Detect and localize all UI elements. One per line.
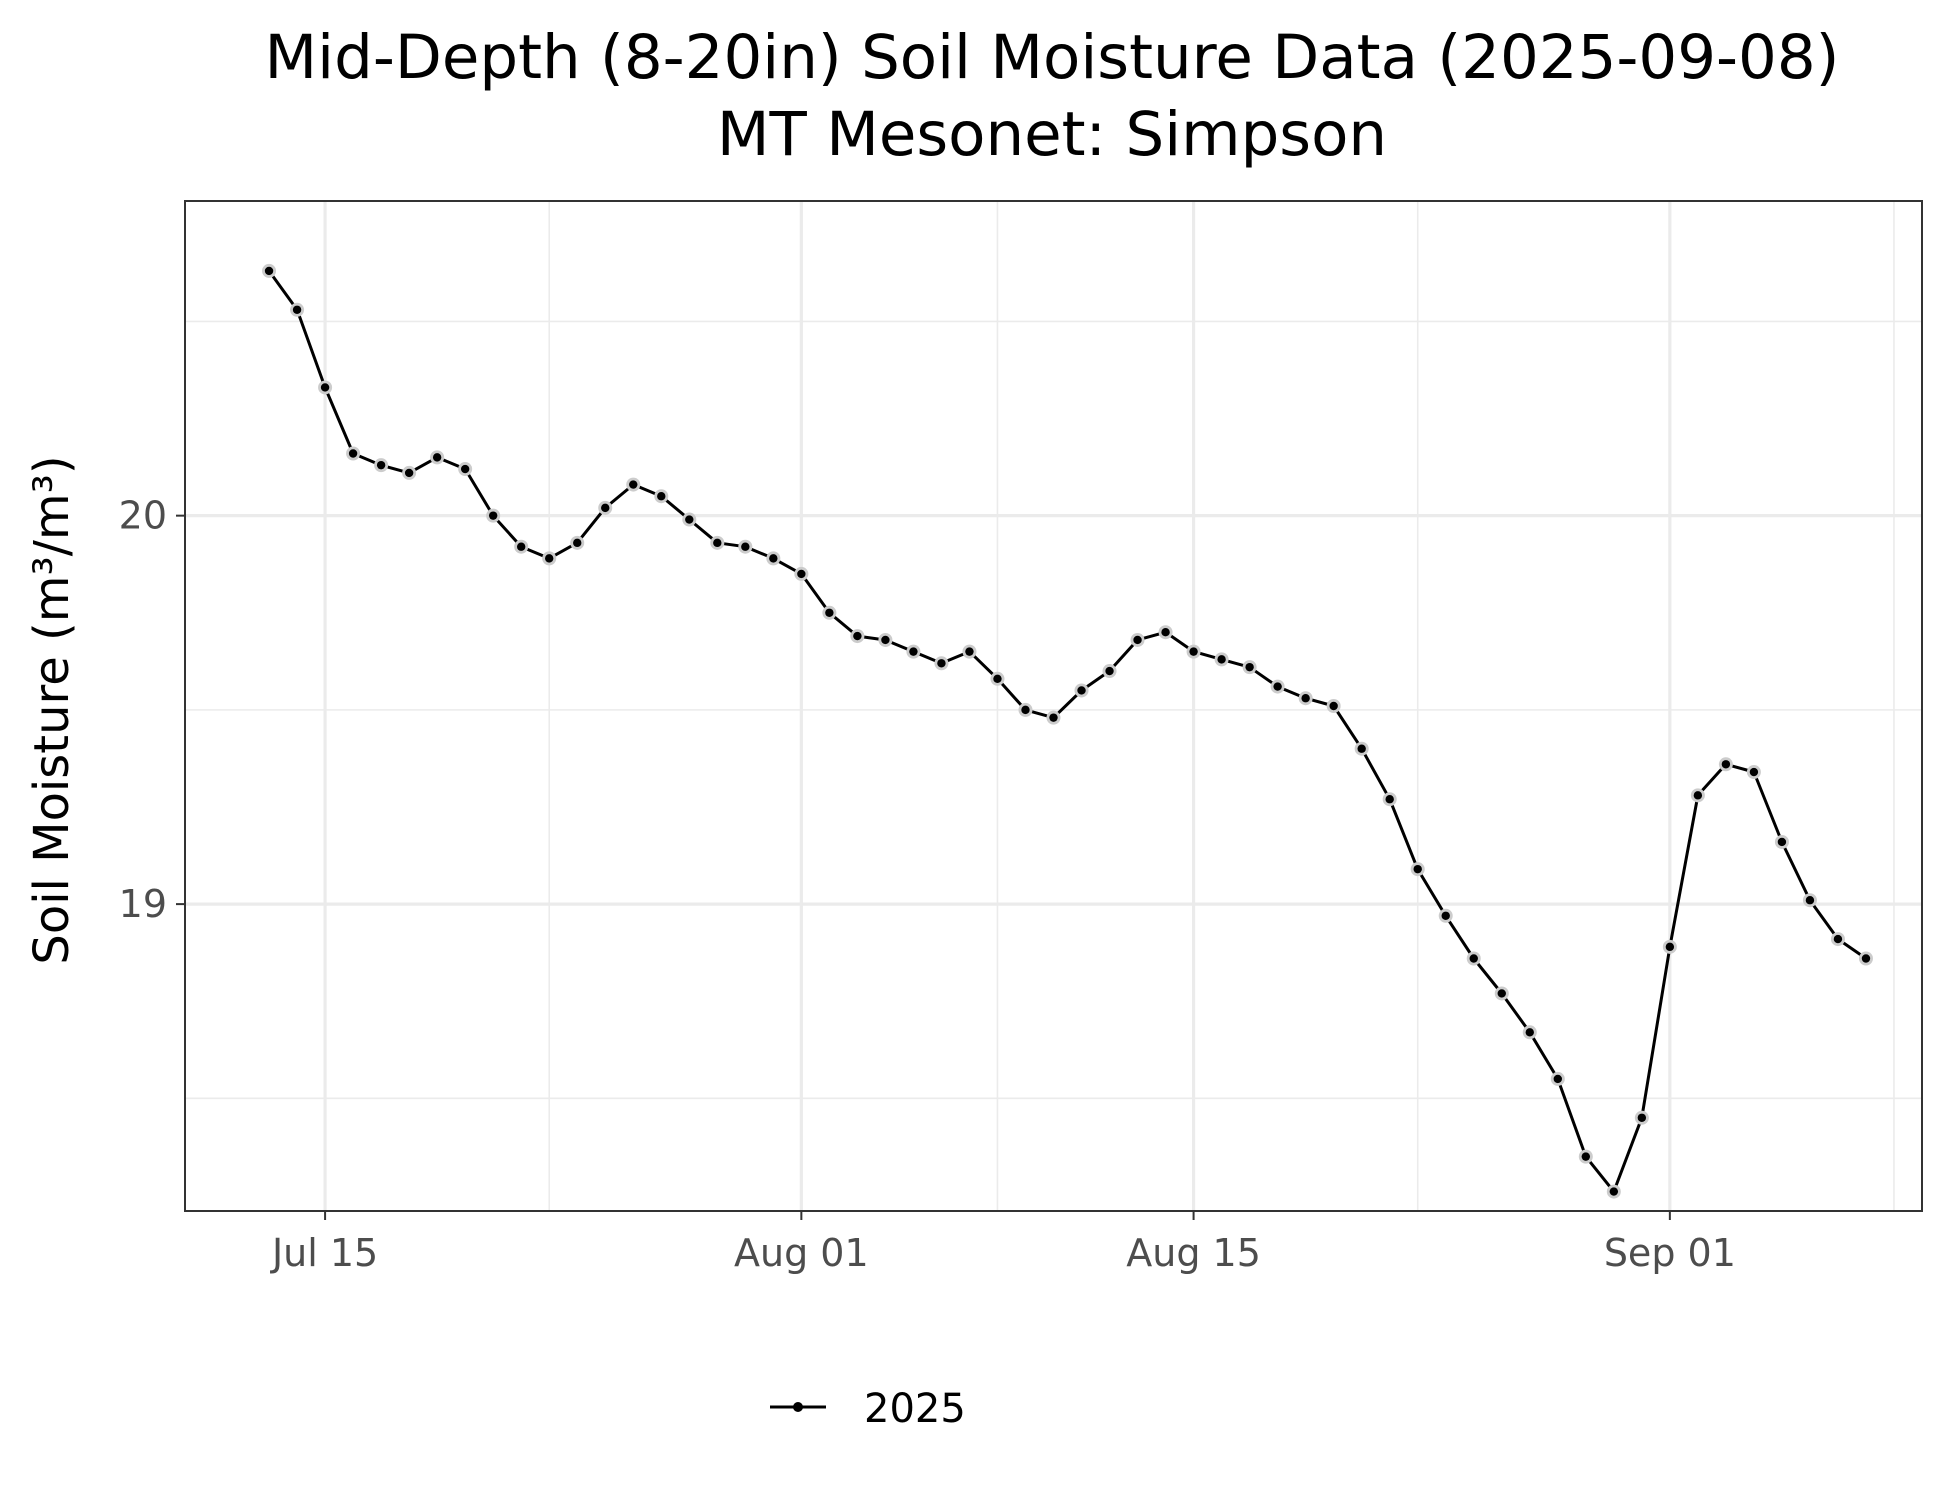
data-point [460,464,470,474]
legend-point-swatch [793,1402,803,1412]
major-gridlines [185,201,1922,1211]
chart-title: Mid-Depth (8-20in) Soil Moisture Data (2… [265,22,1840,93]
data-point [1525,1028,1534,1037]
plot-panel-border [184,200,1923,1212]
data-point [1357,744,1366,753]
data-point [1637,1113,1647,1122]
x-axis: Jul 15 Aug 01 Aug 15 Sep 01 [270,1211,1736,1275]
data-point [713,538,722,548]
legend: 2025 [770,1386,966,1432]
data-point [797,569,806,579]
data-point [1385,795,1394,804]
data-point [404,468,414,478]
data-point [264,266,274,276]
data-point [601,503,610,513]
data-point [1133,635,1142,645]
data-point [432,453,442,462]
data-point [657,492,666,501]
data-point [1553,1074,1562,1084]
data-point [1861,954,1871,963]
data-point [1833,934,1843,944]
data-point [1497,989,1506,998]
chart-subtitle: MT Mesonet: Simpson [717,99,1387,170]
data-point [1161,627,1170,637]
data-point [629,480,638,489]
data-point [1021,705,1030,715]
data-point [685,515,694,524]
data-point [1805,896,1815,905]
data-point [1749,767,1759,777]
data-point [769,554,778,563]
data-point [1189,647,1198,656]
data-point [545,554,554,563]
y-axis-title: Soil Moisture (m³/m³) [24,455,80,964]
data-point [1693,791,1703,800]
data-point [993,674,1002,684]
data-point [1301,694,1310,703]
data-point [348,449,358,458]
data-point [1245,662,1254,672]
data-point [1105,666,1114,676]
y-tick-label: 20 [119,494,167,538]
data-point [1077,686,1086,695]
data-point [909,647,918,656]
series-layer [262,263,1873,1199]
data-point [1609,1187,1619,1196]
series-line [267,270,1867,1194]
data-point [1441,911,1450,920]
data-point [965,647,974,656]
minor-gridlines [185,201,1922,1211]
data-point [1049,713,1058,722]
data-point [853,631,862,641]
data-point [881,635,890,645]
data-point [1329,701,1338,711]
data-point [573,538,582,548]
data-point [376,460,386,470]
data-point [1413,864,1422,874]
data-point [937,659,946,668]
data-point [1777,837,1787,847]
data-point [1581,1152,1591,1161]
data-point [516,542,526,551]
data-point [825,608,834,617]
data-point [741,542,750,551]
data-point [488,511,498,520]
x-tick-label: Sep 01 [1604,1231,1736,1275]
data-point [1273,682,1282,691]
x-tick-label: Aug 15 [1126,1231,1261,1275]
data-point [320,383,330,392]
data-point [1469,954,1478,963]
x-tick-label: Aug 01 [734,1231,869,1275]
data-point [1721,760,1731,769]
legend-label: 2025 [864,1386,966,1432]
x-tick-label: Jul 15 [270,1231,378,1275]
y-tick-label: 19 [119,882,167,926]
data-point [292,305,302,314]
data-point [1665,942,1675,952]
data-point [1217,655,1226,664]
